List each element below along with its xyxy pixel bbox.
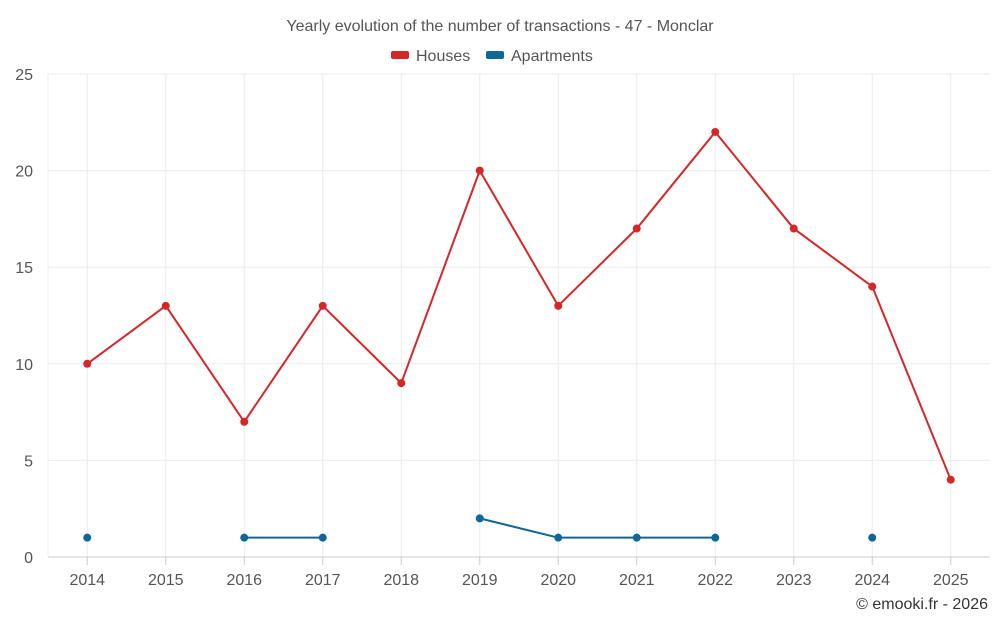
data-point-apartments[interactable] [711, 533, 720, 542]
x-tick-label: 2018 [383, 572, 419, 589]
x-tick-label: 2021 [619, 572, 655, 589]
y-tick-label: 0 [24, 550, 33, 567]
data-point-houses[interactable] [711, 127, 720, 136]
legend-label-apartments: Apartments [511, 48, 593, 65]
x-tick-label: 2025 [933, 572, 969, 589]
legend-swatch-houses [391, 51, 409, 59]
data-point-houses[interactable] [318, 301, 327, 310]
series-apartments [83, 514, 877, 542]
x-tick-label: 2015 [148, 572, 184, 589]
series-houses [83, 127, 955, 484]
series-line-apartments [479, 517, 716, 539]
y-tick-label: 15 [15, 260, 33, 277]
data-point-houses[interactable] [161, 301, 170, 310]
x-tick-label: 2023 [776, 572, 812, 589]
data-point-apartments[interactable] [240, 533, 249, 542]
y-tick-label: 25 [15, 67, 33, 84]
x-tick-label: 2020 [540, 572, 576, 589]
legend-label-houses: Houses [416, 48, 470, 65]
data-point-houses[interactable] [632, 224, 641, 233]
legend: Houses Apartments [391, 48, 593, 65]
data-point-houses[interactable] [789, 224, 798, 233]
x-tick-label: 2022 [697, 572, 733, 589]
data-point-houses[interactable] [475, 166, 484, 175]
y-tick-label: 10 [15, 357, 33, 374]
copyright-text: © emooki.fr - 2026 [856, 596, 988, 613]
series [83, 127, 955, 542]
data-point-apartments[interactable] [83, 533, 92, 542]
legend-item-apartments[interactable]: Apartments [486, 48, 593, 65]
data-point-houses[interactable] [240, 417, 249, 426]
x-tick-label: 2017 [305, 572, 341, 589]
legend-swatch-apartments [486, 51, 504, 59]
grid [48, 73, 990, 557]
data-point-apartments[interactable] [868, 533, 877, 542]
x-tick-label: 2024 [854, 572, 890, 589]
data-point-houses[interactable] [83, 359, 92, 368]
data-point-apartments[interactable] [554, 533, 563, 542]
data-point-apartments[interactable] [475, 514, 484, 523]
data-point-apartments[interactable] [632, 533, 641, 542]
y-tick-label: 20 [15, 164, 33, 181]
data-point-houses[interactable] [397, 379, 406, 388]
series-line-houses [86, 130, 952, 481]
data-point-apartments[interactable] [318, 533, 327, 542]
data-point-houses[interactable] [554, 301, 563, 310]
x-tick-label: 2014 [69, 572, 105, 589]
x-tick-label: 2016 [226, 572, 262, 589]
legend-item-houses[interactable]: Houses [391, 48, 470, 65]
y-tick-label: 5 [24, 453, 33, 470]
data-point-houses[interactable] [868, 282, 877, 291]
chart-title: Yearly evolution of the number of transa… [286, 18, 714, 35]
x-tick-label: 2019 [462, 572, 498, 589]
data-point-houses[interactable] [946, 475, 955, 484]
